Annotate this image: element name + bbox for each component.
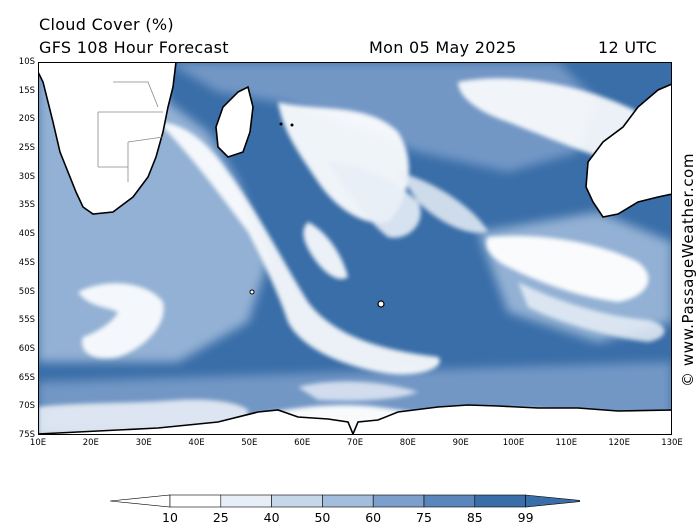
lat-label: 25S [18,143,35,154]
lon-label: 120E [608,438,630,448]
colorbar-segment [271,494,323,508]
lon-label: 40E [188,438,205,448]
lon-label: 60E [294,438,311,448]
colorbar-arrow-low [110,494,171,508]
colorbar-segment [474,494,526,508]
lat-label: 35S [18,200,35,211]
colorbar-segment [372,494,425,508]
africa-landmass [38,62,177,215]
colorbar-segment [322,494,374,508]
colorbar-label: 85 [466,510,483,525]
map-title: Cloud Cover (%) [39,15,174,34]
lon-label: 50E [241,438,258,448]
lon-label: 130E [661,438,683,448]
lat-label: 40S [18,229,35,240]
lon-label: 20E [82,438,99,448]
lon-label: 100E [502,438,525,448]
colorbar-label: 25 [212,510,229,525]
lat-label: 65S [18,372,35,383]
colorbar-label: 60 [365,510,382,525]
lat-label: 75S [18,430,35,440]
colorbar [110,494,580,508]
colorbar-label: 75 [416,510,432,525]
kerguelen-island [377,300,385,308]
antarctica-landmass [38,404,672,435]
lat-label: 50S [18,286,35,297]
cloud-cover-map [38,62,672,435]
colorbar-label: 99 [517,510,534,525]
lat-label: 10S [18,57,35,67]
lon-label: 90E [452,438,469,448]
lon-label: 70E [346,438,364,448]
forecast-time: 12 UTC [598,38,657,57]
lat-label: 15S [18,85,35,96]
landmasses [38,62,672,435]
country-borders [97,81,164,182]
colorbar-label: 40 [263,510,280,525]
australia-landmass [585,83,672,218]
lon-label: 30E [135,438,152,448]
lon-label: 110E [555,438,578,448]
colorbar-segment [169,494,222,508]
colorbar-segment [220,494,272,508]
lon-label: 10E [29,438,47,448]
map-frame [38,62,672,435]
watermark-text: © www.PassageWeather.com [679,152,697,388]
colorbar-label: 10 [162,510,178,525]
forecast-date: Mon 05 May 2025 [369,38,517,57]
madagascar-landmass [215,85,254,158]
colorbar-arrow-high [525,494,580,508]
lat-label: 55S [18,315,35,326]
mauritius-island [279,122,283,126]
colorbar-label: 50 [314,510,331,525]
reunion-island [290,123,294,127]
lat-label: 30S [18,171,35,182]
lon-label: 80E [399,438,416,448]
forecast-subtitle: GFS 108 Hour Forecast [39,38,229,57]
lat-label: 70S [18,401,35,412]
crozet-island [249,289,255,295]
lat-label: 20S [18,114,35,125]
lat-label: 45S [18,257,35,268]
lat-label: 60S [18,343,35,354]
colorbar-segment [423,494,476,508]
cloud-bands [38,78,665,435]
